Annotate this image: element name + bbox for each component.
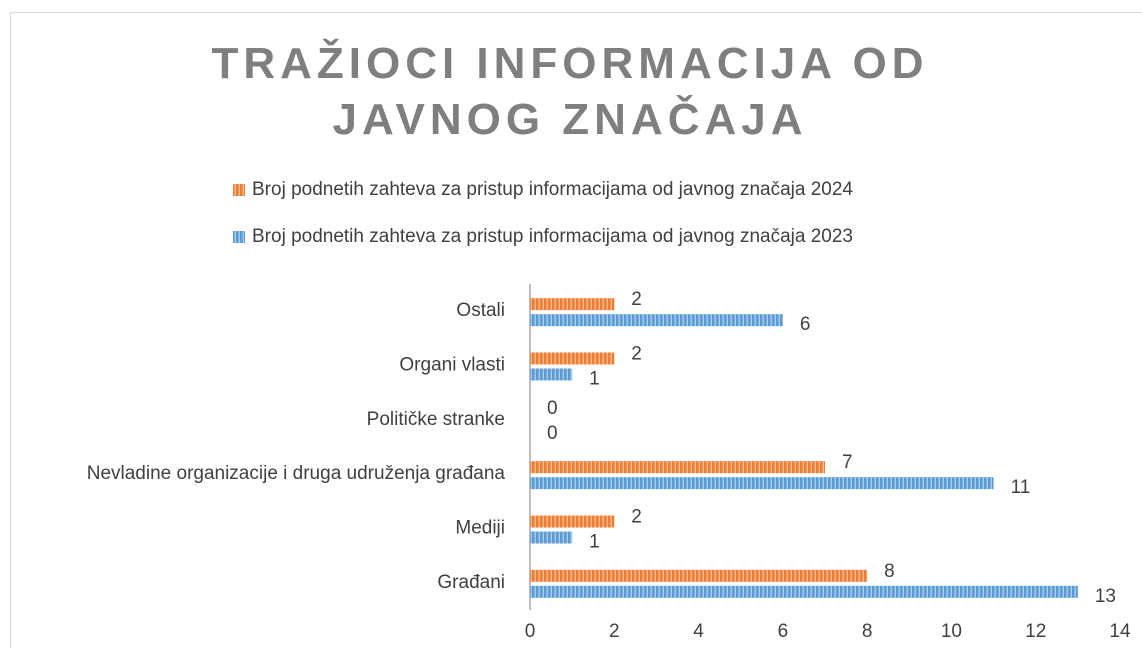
bar bbox=[530, 477, 994, 490]
data-label: 6 bbox=[800, 314, 811, 335]
data-label: 11 bbox=[1011, 477, 1031, 498]
data-label: 8 bbox=[884, 561, 895, 582]
legend-swatch bbox=[233, 231, 245, 243]
bar bbox=[530, 298, 615, 311]
bar bbox=[530, 585, 1078, 598]
legend-label: Broj podnetih zahteva za pristup informa… bbox=[252, 179, 853, 200]
chart-title: TRAŽIOCI INFORMACIJA OD JAVNOG ZNAČAJA bbox=[211, 39, 929, 144]
x-tick-label: 6 bbox=[778, 621, 789, 642]
x-tick-label: 2 bbox=[609, 621, 620, 642]
chart-border bbox=[10, 12, 1142, 648]
legend-swatch bbox=[233, 184, 245, 196]
legend-label: Broj podnetih zahteva za pristup informa… bbox=[252, 226, 853, 247]
y-tick-label: Organi vlasti bbox=[399, 355, 505, 376]
x-tick-label: 8 bbox=[862, 621, 873, 642]
bar bbox=[530, 352, 615, 365]
data-label: 7 bbox=[842, 452, 853, 473]
bar bbox=[530, 531, 573, 544]
y-tick-label: Građani bbox=[437, 572, 505, 593]
x-tick-label: 12 bbox=[1025, 621, 1046, 642]
x-tick-label: 10 bbox=[941, 621, 962, 642]
data-label: 2 bbox=[631, 289, 642, 310]
y-tick-label: Nevladine organizacije i druga udruženja… bbox=[87, 463, 506, 484]
y-tick-label: Političke stranke bbox=[367, 409, 505, 430]
y-tick-label: Mediji bbox=[455, 518, 505, 539]
data-label: 2 bbox=[631, 507, 642, 528]
data-label: 0 bbox=[547, 423, 558, 444]
bar bbox=[530, 314, 783, 327]
data-label: 13 bbox=[1095, 586, 1116, 607]
y-tick-label: Ostali bbox=[456, 300, 505, 321]
data-label: 1 bbox=[589, 532, 600, 553]
x-tick-label: 14 bbox=[1109, 621, 1131, 642]
x-tick-label: 0 bbox=[525, 621, 536, 642]
bar bbox=[530, 461, 825, 474]
bar bbox=[530, 515, 615, 528]
x-tick-label: 4 bbox=[693, 621, 704, 642]
bar bbox=[530, 368, 573, 381]
data-label: 2 bbox=[631, 344, 642, 365]
bar bbox=[530, 569, 868, 582]
data-label: 1 bbox=[589, 369, 600, 390]
data-label: 0 bbox=[547, 398, 558, 419]
